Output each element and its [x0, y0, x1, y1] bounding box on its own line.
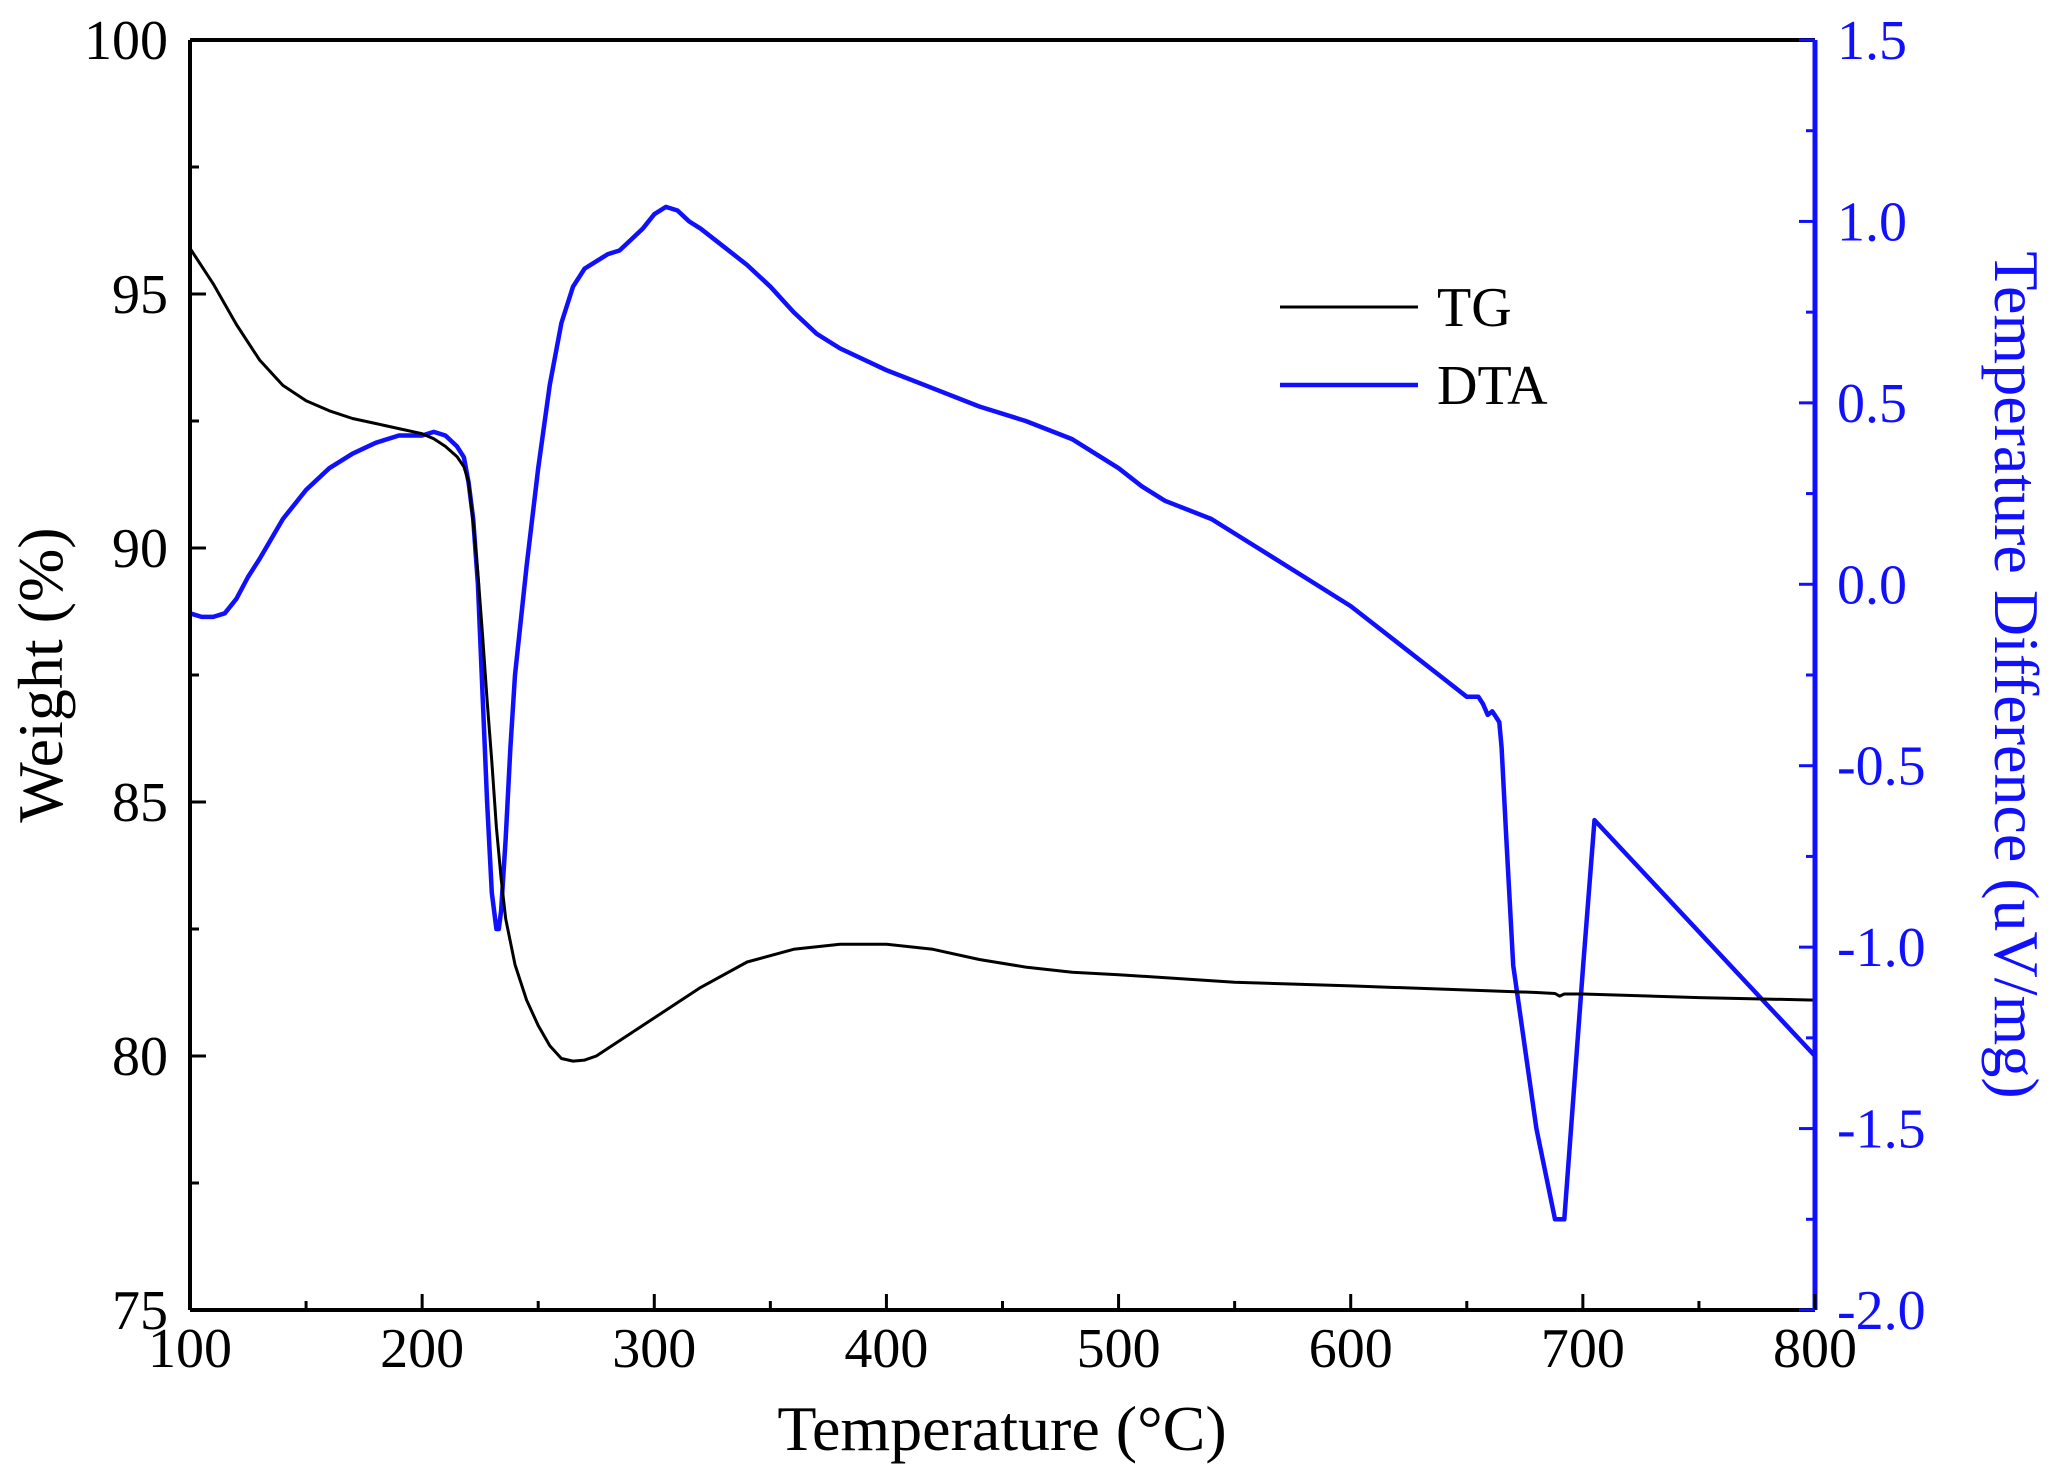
y-left-tick-label: 80: [112, 1026, 168, 1088]
y-right-tick-label: 0.5: [1837, 373, 1907, 435]
x-tick-label: 100: [148, 1318, 232, 1380]
x-tick-label: 400: [844, 1318, 928, 1380]
y-right-tick-label: 1.0: [1837, 191, 1907, 253]
legend-tg-label: TG: [1437, 277, 1512, 339]
y-right-tick-label: 1.5: [1837, 10, 1907, 72]
x-tick-label: 200: [380, 1318, 464, 1380]
y-left-tick-label: 85: [112, 772, 168, 834]
legend-dta-label: DTA: [1437, 355, 1548, 417]
x-axis-ticks: 100 200 300 400 500 600 700 800: [148, 1294, 1857, 1380]
x-tick-label: 300: [612, 1318, 696, 1380]
legend: TG DTA: [1280, 277, 1548, 417]
x-tick-label: 500: [1077, 1318, 1161, 1380]
y-right-tick-label: -1.0: [1837, 917, 1926, 979]
y-left-tick-label: 75: [112, 1280, 168, 1342]
y-right-tick-label: -2.0: [1837, 1280, 1926, 1342]
y-right-axis-title: Temperature Difference (uV/mg): [1981, 251, 2049, 1098]
y-right-tick-label: -1.5: [1837, 1099, 1926, 1161]
y-right-tick-label: 0.0: [1837, 554, 1907, 616]
y-left-tick-label: 100: [84, 10, 168, 72]
y-right-axis-ticks: -2.0 -1.5 -1.0 -0.5 0.0 0.5 1.0 1.5: [1799, 10, 1926, 1342]
y-right-tick-label: -0.5: [1837, 736, 1926, 798]
dta-series-line: [189, 204, 1817, 1222]
y-left-axis-ticks: 75 80 85 90 95 100: [84, 10, 206, 1342]
x-tick-label: 700: [1541, 1318, 1625, 1380]
x-tick-label: 600: [1309, 1318, 1393, 1380]
y-left-tick-label: 95: [112, 264, 168, 326]
y-left-tick-label: 90: [112, 518, 168, 580]
x-tick-label: 800: [1773, 1318, 1857, 1380]
y-left-axis-title: Weight (%): [5, 527, 76, 822]
x-axis-title: Temperature (°C): [777, 1393, 1226, 1464]
tg-series-line: [188, 247, 1816, 1063]
